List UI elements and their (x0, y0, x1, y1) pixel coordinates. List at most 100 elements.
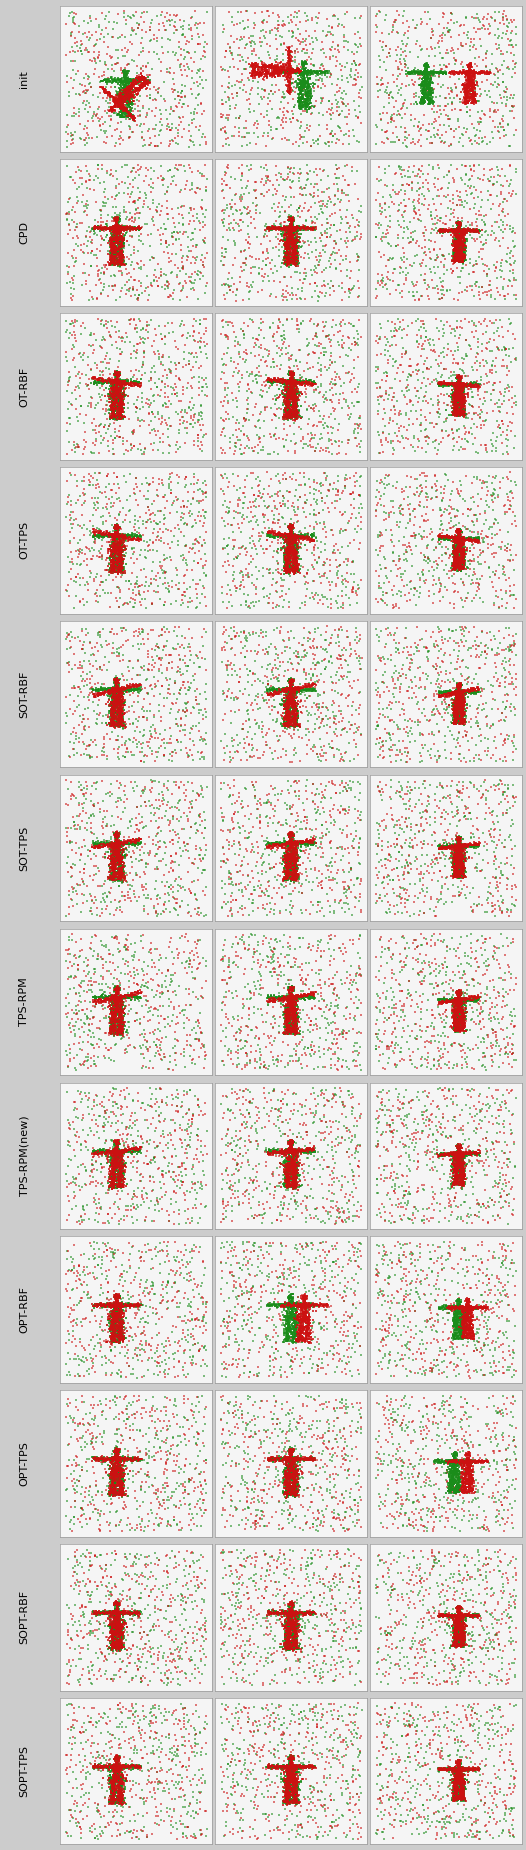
Point (118, 394, 126, 424)
Point (456, 844, 464, 873)
Point (187, 794, 196, 823)
Point (186, 572, 195, 601)
Point (306, 672, 314, 701)
Point (395, 54, 403, 83)
Point (180, 1038, 188, 1067)
Point (113, 1589, 122, 1619)
Point (125, 87, 134, 117)
Point (453, 548, 462, 577)
Point (79, 825, 88, 855)
Point (285, 43, 294, 72)
Point (450, 988, 459, 1018)
Point (107, 1158, 115, 1188)
Point (482, 433, 490, 462)
Point (112, 1293, 120, 1323)
Point (112, 1445, 120, 1474)
Point (322, 322, 331, 352)
Point (418, 368, 427, 398)
Point (289, 1138, 298, 1167)
Point (99, 1112, 107, 1141)
Point (118, 845, 126, 875)
Point (110, 690, 119, 720)
Point (285, 536, 294, 566)
Point (110, 1606, 119, 1635)
Point (121, 1136, 129, 1166)
Point (449, 1306, 458, 1336)
Point (420, 964, 428, 993)
Point (285, 52, 293, 81)
Point (166, 1042, 174, 1071)
Point (121, 213, 129, 242)
Point (92, 270, 100, 300)
Point (292, 1151, 300, 1180)
Point (119, 213, 127, 242)
Point (459, 553, 467, 583)
Point (112, 673, 120, 703)
Point (457, 533, 466, 562)
Point (442, 864, 450, 894)
Point (306, 984, 314, 1014)
Point (290, 531, 298, 561)
Point (463, 1293, 471, 1323)
Point (277, 52, 286, 81)
Point (398, 477, 406, 507)
Point (92, 1080, 100, 1110)
Point (287, 1602, 296, 1632)
Point (451, 692, 459, 722)
Point (108, 235, 116, 265)
Point (94, 255, 102, 285)
Point (284, 278, 292, 307)
Point (187, 990, 196, 1019)
Point (124, 982, 132, 1012)
Point (219, 1045, 227, 1075)
Point (472, 675, 481, 705)
Point (292, 1628, 301, 1658)
Point (68, 1624, 76, 1654)
Point (459, 385, 467, 414)
Point (463, 427, 472, 457)
Point (456, 673, 464, 703)
Point (481, 1447, 490, 1476)
Point (282, 104, 291, 133)
Point (285, 244, 293, 274)
Point (434, 1032, 443, 1062)
Point (296, 366, 305, 396)
Point (224, 388, 232, 418)
Point (304, 409, 312, 438)
Point (292, 235, 301, 265)
Point (438, 1141, 447, 1171)
Point (172, 1312, 180, 1341)
Point (474, 677, 482, 707)
Point (100, 366, 109, 396)
Point (96, 381, 104, 411)
Point (296, 366, 304, 396)
Point (290, 1312, 298, 1341)
Point (458, 1321, 467, 1350)
Point (450, 1288, 458, 1317)
Point (458, 524, 466, 553)
Point (492, 575, 501, 605)
Point (140, 585, 149, 614)
Point (409, 433, 417, 462)
Point (288, 979, 297, 1008)
Point (108, 832, 117, 862)
Point (475, 1598, 483, 1628)
Point (326, 370, 335, 400)
Point (292, 1752, 300, 1782)
Point (287, 847, 296, 877)
Point (300, 829, 309, 858)
Point (279, 1106, 287, 1136)
Point (126, 1733, 135, 1763)
Point (459, 1304, 467, 1334)
Point (457, 516, 465, 546)
Point (431, 1545, 439, 1574)
Point (169, 857, 178, 886)
Point (246, 59, 255, 89)
Point (131, 982, 139, 1012)
Point (291, 1473, 300, 1502)
Point (114, 555, 123, 585)
Point (328, 1186, 337, 1215)
Point (130, 1750, 138, 1780)
Point (278, 503, 286, 533)
Point (257, 56, 266, 85)
